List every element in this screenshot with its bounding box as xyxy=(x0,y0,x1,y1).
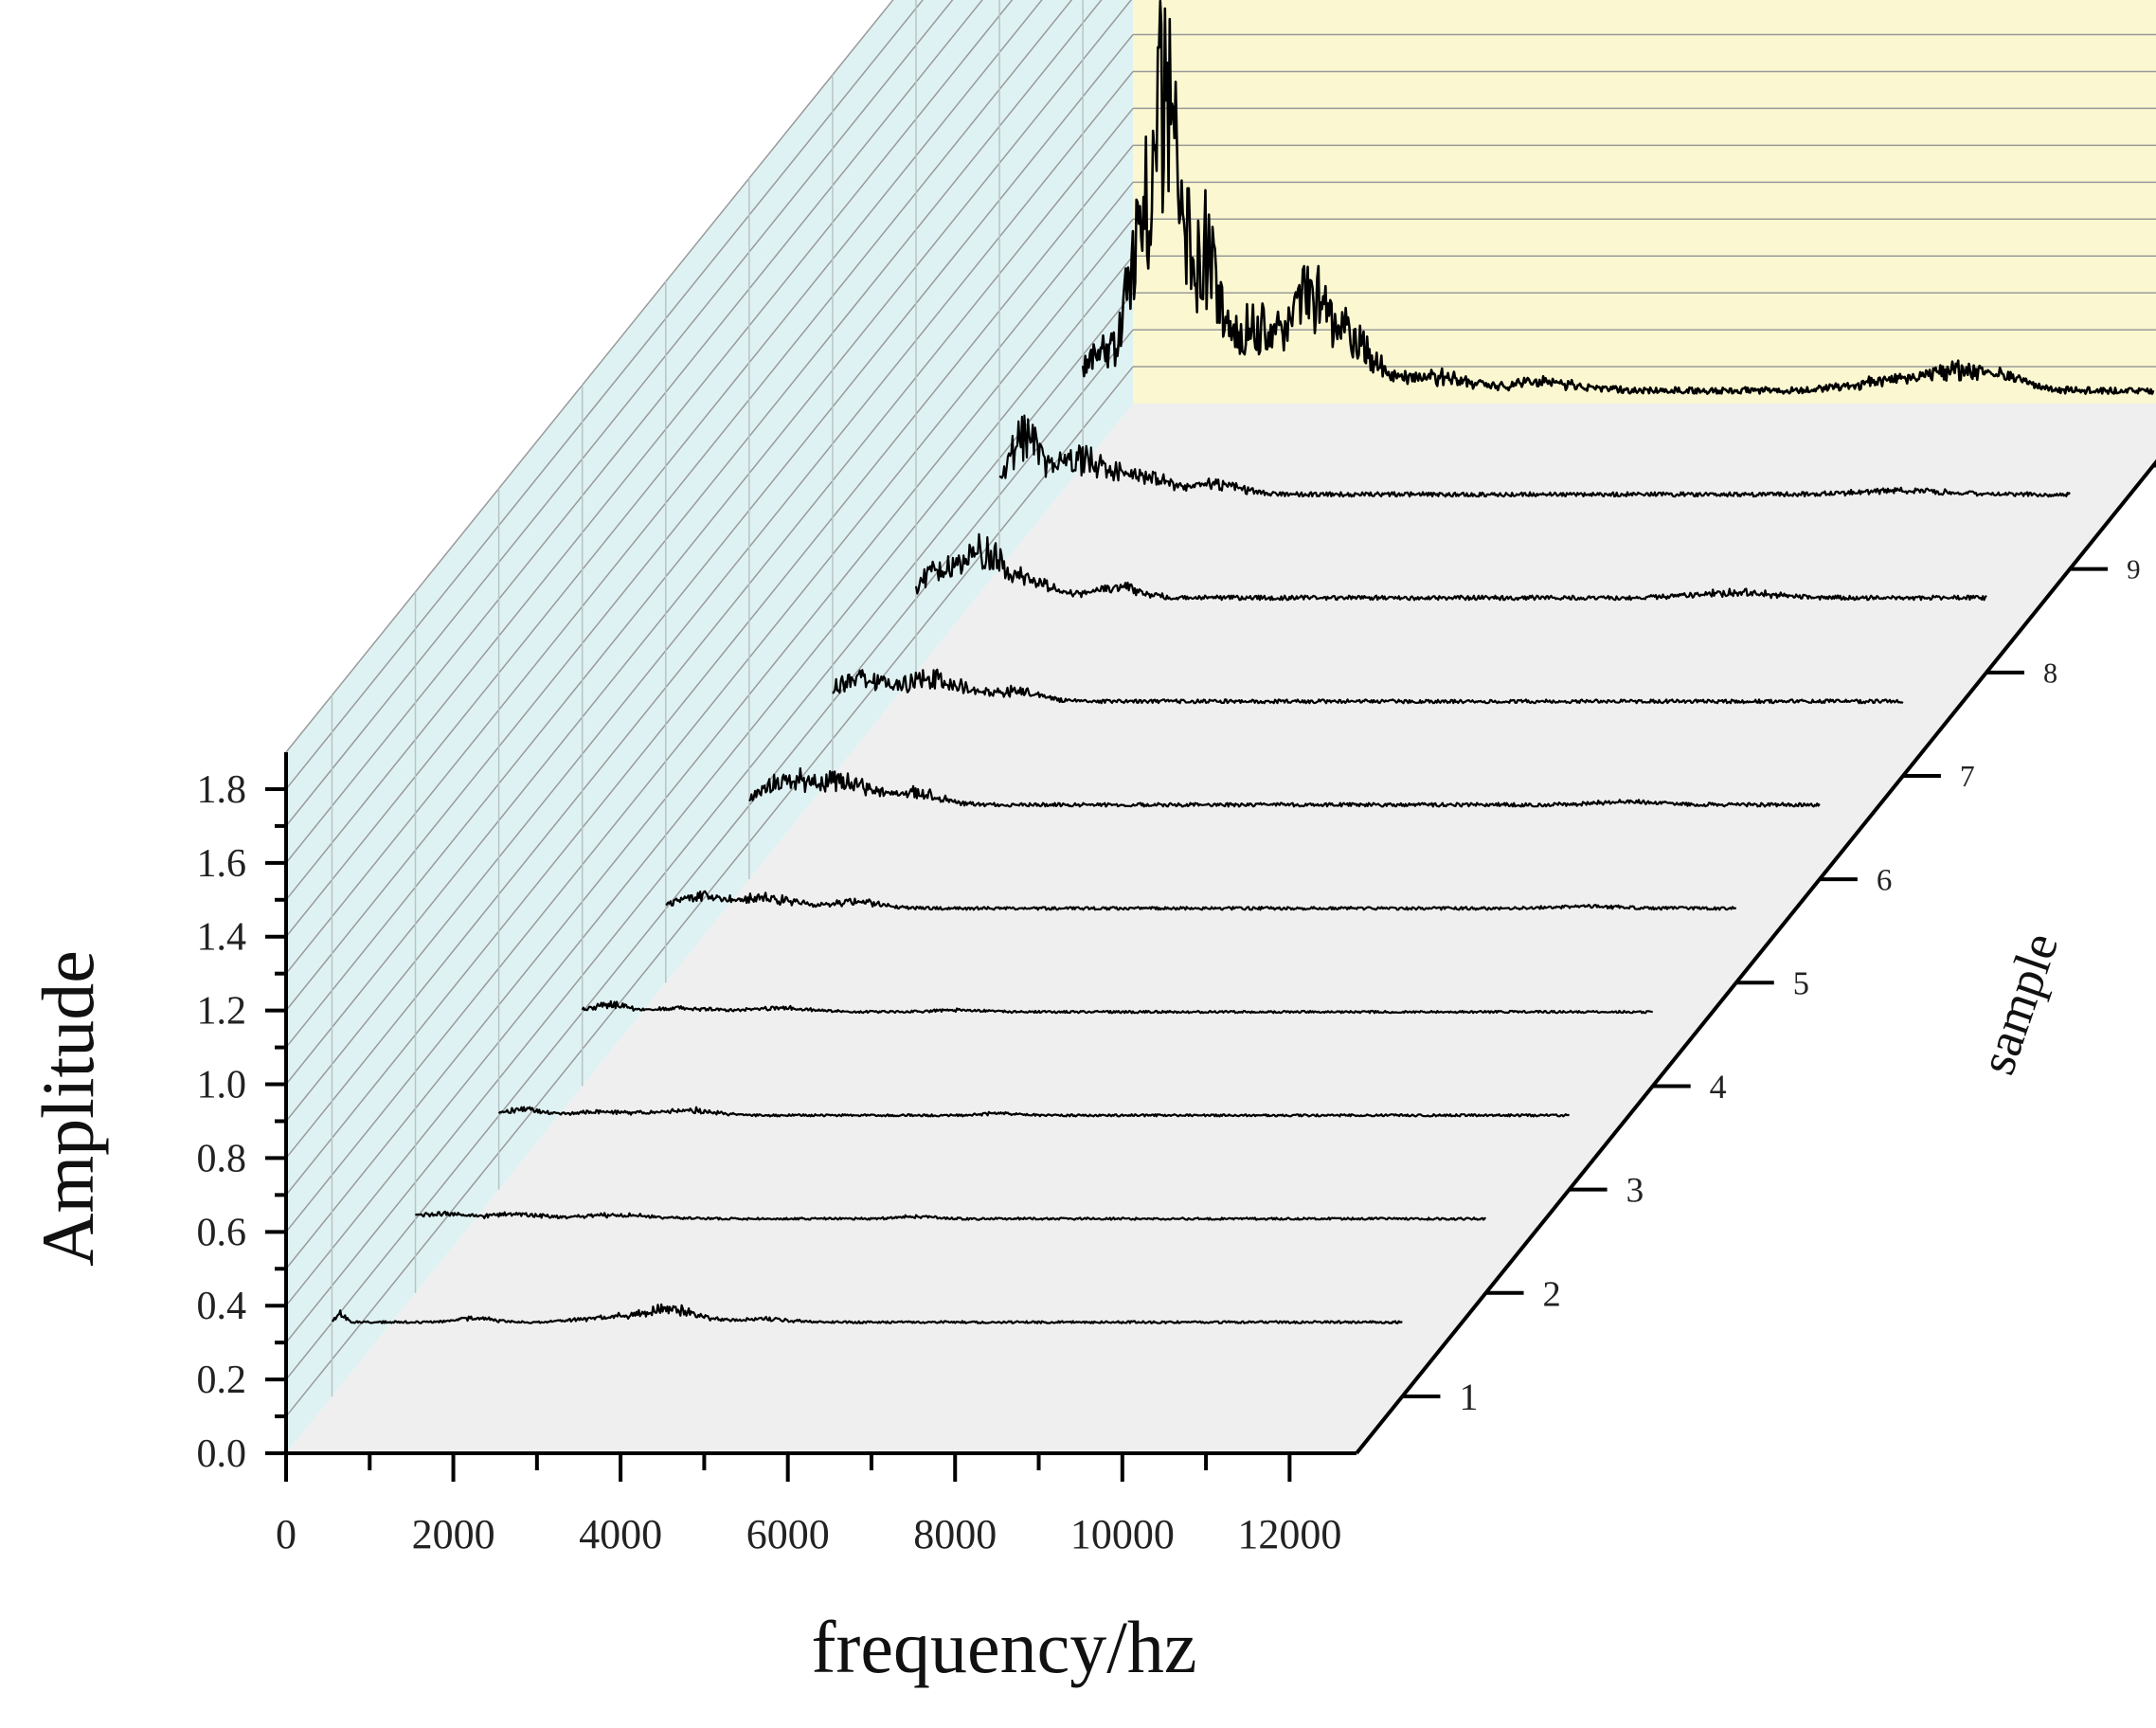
spectrum-line-sample-8 xyxy=(914,532,1987,602)
plot-walls xyxy=(286,0,2156,1453)
side-wall-gridline xyxy=(285,71,1134,1122)
axis-labels: frequency/hz Amplitude sample xyxy=(27,926,2069,1688)
sample-tick-label: 8 xyxy=(2043,657,2057,689)
x-tick-label: 6000 xyxy=(746,1511,830,1557)
side-wall-gridline xyxy=(285,329,1134,1380)
spectrum-line-sample-7 xyxy=(832,668,1904,705)
spectrum-line-sample-9 xyxy=(998,414,2071,498)
x-tick-label: 8000 xyxy=(913,1511,997,1557)
side-wall xyxy=(286,0,1133,1453)
sample-tick-label: 7 xyxy=(1960,760,1975,793)
side-wall-gridline xyxy=(285,0,1014,901)
side-wall-gridline xyxy=(285,366,1134,1417)
x-axis-label: frequency/hz xyxy=(811,1606,1196,1688)
y-tick-label: 1.6 xyxy=(197,842,247,886)
spectrum-line-sample-3 xyxy=(497,1106,1570,1118)
x-tick-label: 10000 xyxy=(1070,1511,1175,1557)
side-wall-gridline xyxy=(285,292,1134,1343)
sample-tick-label: 3 xyxy=(1626,1172,1644,1211)
y-tick-label: 1.2 xyxy=(197,990,247,1034)
x-tick-label: 0 xyxy=(276,1511,296,1557)
spectrum-line-sample-5 xyxy=(665,890,1737,911)
sample-tick-label: 2 xyxy=(1543,1274,1561,1314)
sample-axis-label: sample xyxy=(1968,926,2070,1081)
y-tick-label: 0.2 xyxy=(197,1359,247,1402)
spectrum-traces xyxy=(332,0,2155,1324)
side-wall-gridline xyxy=(285,144,1134,1196)
side-wall-gridline xyxy=(285,255,1134,1306)
y-tick-label: 0.6 xyxy=(197,1211,247,1254)
side-wall-gridline xyxy=(285,0,925,790)
x-tick-label: 4000 xyxy=(579,1511,662,1557)
side-wall-gridline xyxy=(285,0,1043,938)
sample-tick-label: 6 xyxy=(1877,864,1893,898)
y-axis-label: Amplitude xyxy=(27,950,109,1267)
sample-tick-label: 1 xyxy=(1459,1376,1478,1418)
side-wall-gridline xyxy=(285,181,1134,1233)
y-tick-label: 1.0 xyxy=(197,1064,247,1107)
y-tick-label: 0.8 xyxy=(197,1137,247,1180)
plot-axes xyxy=(284,459,2156,1455)
plot-ticks: 0.0 0.2 0.4 0.6 0.8 1.0 1.2 1.4 1.6 1.8 0 2000 4000 6… xyxy=(197,463,2156,1557)
spectrum-line-sample-4 xyxy=(581,999,1653,1015)
sample-axis-line xyxy=(1355,459,2156,1455)
side-wall-gridline xyxy=(285,0,894,753)
side-wall-gridline xyxy=(285,0,1133,1049)
side-wall-gridline xyxy=(285,218,1134,1269)
floor-plane xyxy=(286,404,2156,1453)
spectrum-line-sample-10 xyxy=(1081,0,2155,395)
y-tick-label: 1.4 xyxy=(197,916,247,960)
sample-tick-label: 9 xyxy=(2127,555,2140,585)
spectrum-line-sample-2 xyxy=(414,1210,1486,1221)
y-tick-label: 1.8 xyxy=(197,768,247,812)
spectrum-line-sample-1 xyxy=(332,1303,1403,1324)
side-wall-gridline xyxy=(285,0,1103,1012)
spectrum-line-sample-6 xyxy=(748,766,1821,808)
x-tick-label: 2000 xyxy=(412,1511,495,1557)
side-wall-gridline xyxy=(285,107,1134,1159)
y-tick-label: 0.4 xyxy=(197,1285,247,1328)
x-tick-label: 12000 xyxy=(1237,1511,1341,1557)
plot-grid xyxy=(285,0,2156,1417)
back-wall xyxy=(1133,0,2156,404)
side-wall-gridline xyxy=(285,0,954,827)
side-wall-gridline xyxy=(285,34,1134,1085)
sample-tick-label: 5 xyxy=(1793,965,1809,1001)
side-wall-gridline xyxy=(285,0,983,864)
y-tick-label: 0.0 xyxy=(197,1432,247,1476)
sample-tick-label: 4 xyxy=(1710,1068,1727,1106)
side-wall-gridline xyxy=(285,0,1073,975)
